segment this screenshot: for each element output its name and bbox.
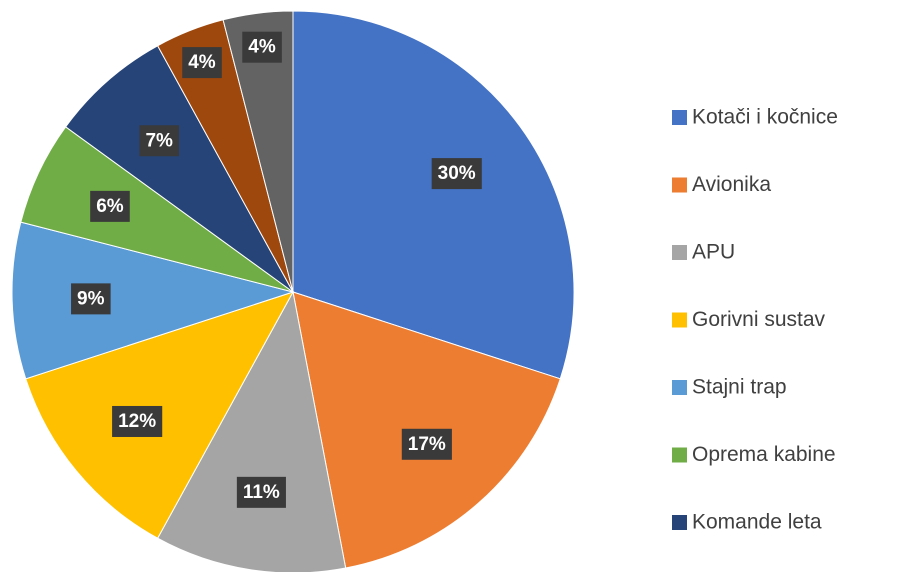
data-label-text: 4%: [248, 37, 276, 58]
data-label-text: 4%: [188, 52, 216, 73]
pie-slice: [11, 221, 295, 380]
legend-label: Stajni trap: [692, 376, 787, 399]
data-label-text: 7%: [145, 130, 173, 151]
legend-label: Gorivni sustav: [692, 308, 826, 331]
data-label-box: [182, 47, 222, 79]
data-label: 17%: [401, 428, 452, 460]
legend-swatch: [672, 245, 687, 260]
data-label-box: [139, 125, 180, 157]
data-label-text: 17%: [408, 434, 446, 455]
data-label: 6%: [90, 190, 130, 222]
legend-swatch: [672, 177, 687, 193]
data-label-text: 6%: [96, 196, 124, 217]
legend-swatch: [672, 312, 687, 328]
data-label: 4%: [242, 31, 282, 63]
data-label-box: [90, 190, 130, 222]
data-label: 9%: [71, 283, 111, 315]
data-label-text: 11%: [243, 482, 280, 503]
pie-slice: [156, 290, 347, 572]
data-label: 11%: [236, 476, 286, 508]
data-label: 12%: [112, 405, 163, 437]
data-label-text: 30%: [438, 163, 476, 184]
data-label-text: 9%: [77, 288, 105, 309]
pie-slice: [222, 10, 294, 293]
legend-swatch: [672, 515, 687, 530]
legend-swatch: [672, 380, 687, 395]
legend-label: Komande leta: [692, 511, 822, 534]
data-label-text: 12%: [118, 411, 156, 432]
pie-slice: [64, 45, 294, 293]
legend-label: Avionika: [692, 173, 771, 196]
pie-slice: [292, 10, 575, 380]
data-label-box: [112, 405, 163, 437]
legend-swatch: [672, 110, 687, 125]
data-label: 4%: [182, 47, 222, 79]
legend-label: Oprema kabine: [692, 443, 836, 466]
data-label-box: [236, 476, 286, 508]
data-label-box: [242, 31, 282, 63]
legend-label: Kotači i kočnice: [692, 106, 838, 129]
legend-label: APU: [692, 241, 735, 264]
data-label: 30%: [431, 158, 482, 190]
legend-swatch: [672, 447, 687, 463]
data-label-box: [431, 158, 482, 190]
data-label-box: [401, 428, 452, 460]
data-label: 7%: [139, 125, 180, 157]
data-label-box: [71, 283, 111, 315]
